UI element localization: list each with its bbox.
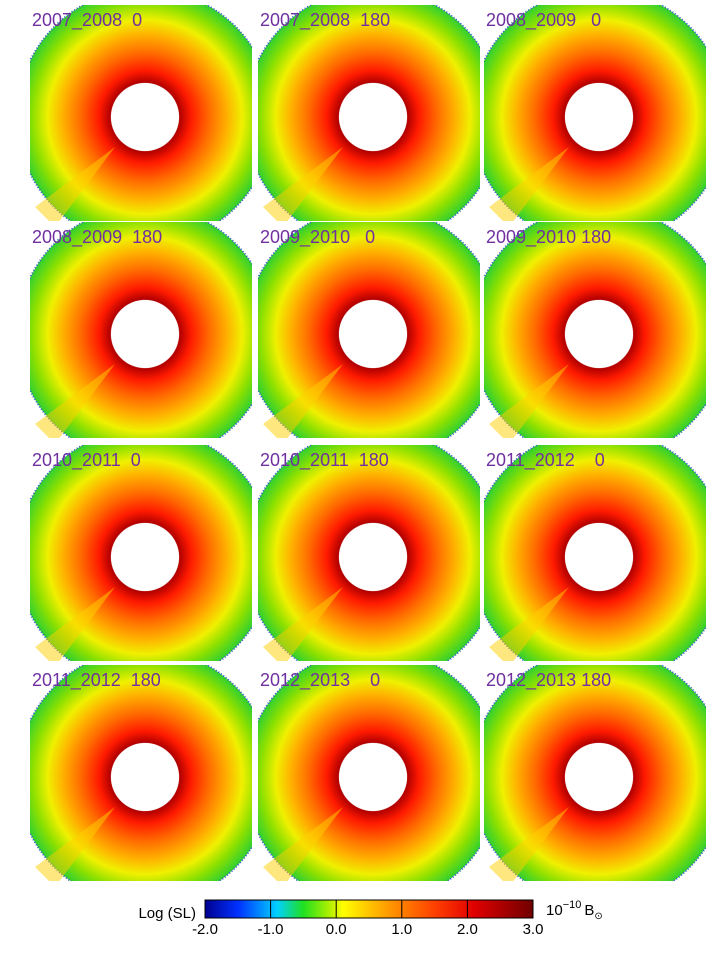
streamer <box>263 807 343 881</box>
occulter <box>339 743 407 811</box>
occulter <box>565 523 633 591</box>
panel <box>258 222 480 438</box>
streamer <box>35 587 115 661</box>
colorbar-tick-label: -2.0 <box>192 921 218 938</box>
panel <box>484 445 706 661</box>
panel-label: 2011_2012 180 <box>32 670 161 691</box>
unit-base: 10 <box>546 902 563 919</box>
colorbar-tick-label: 3.0 <box>523 921 544 938</box>
occulter <box>339 83 407 151</box>
streamer <box>489 147 569 221</box>
occulter <box>339 523 407 591</box>
panel-label: 2009_2010 0 <box>260 227 375 248</box>
colorbar-tick-label: 0.0 <box>326 921 347 938</box>
panels: 2007_2008 0 2007_2008 180 2008_2009 0 2008_… <box>30 5 706 881</box>
panel <box>258 5 480 221</box>
panel-label: 2012_2013 0 <box>260 670 380 691</box>
panel-label: 2009_2010 180 <box>486 227 611 248</box>
panel <box>484 5 706 221</box>
occulter <box>111 83 179 151</box>
unit-exponent: −10 <box>563 899 582 911</box>
occulter <box>111 523 179 591</box>
panel <box>30 665 252 881</box>
occulter <box>565 743 633 811</box>
streamer <box>489 587 569 661</box>
colorbar-label: Log (SL) <box>138 905 196 922</box>
panel <box>258 665 480 881</box>
streamer <box>489 807 569 881</box>
panel <box>30 445 252 661</box>
streamer <box>263 587 343 661</box>
panel <box>484 222 706 438</box>
panel-label: 2012_2013 180 <box>486 670 611 691</box>
colorbar-bar <box>204 899 534 919</box>
streamer <box>35 807 115 881</box>
panel-label: 2010_2011 0 <box>32 450 141 471</box>
occulter <box>111 743 179 811</box>
panel-label: 2007_2008 0 <box>32 10 142 31</box>
panel <box>258 445 480 661</box>
panel <box>30 5 252 221</box>
colorbar-unit: 10−10 B⊙ <box>546 899 603 922</box>
unit-symbol: B <box>584 902 594 919</box>
panel <box>30 222 252 438</box>
occulter <box>339 300 407 368</box>
occulter <box>565 83 633 151</box>
colorbar-tick-label: -1.0 <box>258 921 284 938</box>
colorbar-tick-label: 2.0 <box>457 921 478 938</box>
panel-label: 2007_2008 180 <box>260 10 390 31</box>
panel <box>484 665 706 881</box>
occulter <box>111 300 179 368</box>
streamer <box>263 147 343 221</box>
streamer <box>35 147 115 221</box>
colorbar-tick-label: 1.0 <box>391 921 412 938</box>
streamer <box>35 364 115 438</box>
occulter <box>565 300 633 368</box>
streamer <box>263 364 343 438</box>
unit-subscript: ⊙ <box>594 911 602 922</box>
colorbar: Log (SL) 10−10 B⊙ -2.0 -1.0 0.0 1.0 2.0 3.0 <box>138 899 602 938</box>
panel-label: 2010_2011 180 <box>260 450 389 471</box>
panel-label: 2008_2009 180 <box>32 227 162 248</box>
panel-label: 2008_2009 0 <box>486 10 601 31</box>
streamer <box>489 364 569 438</box>
panel-label: 2011_2012 0 <box>486 450 605 471</box>
